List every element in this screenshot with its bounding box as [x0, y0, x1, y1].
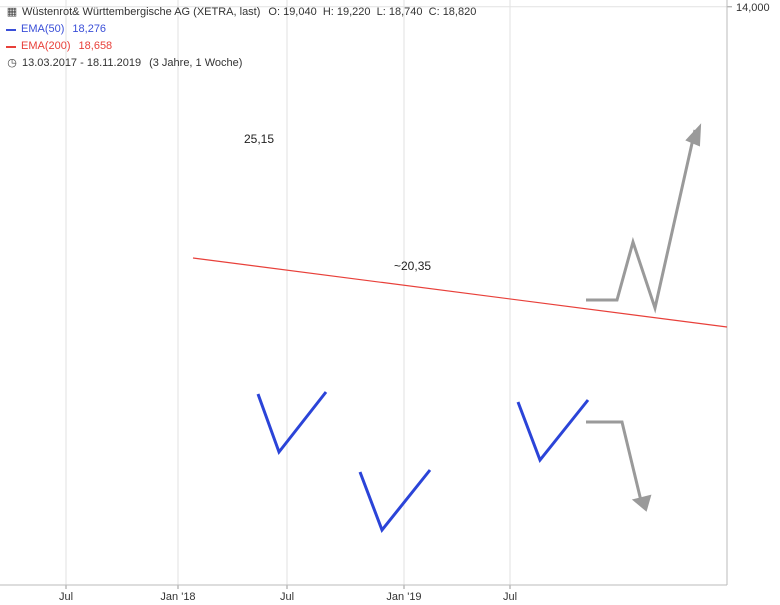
annotation-20-35: ~20,35 [394, 259, 431, 273]
left-shoulder-v [256, 391, 328, 456]
legend-instrument-row: ▦ Wüstenrot& Württembergische AG (XETRA,… [6, 4, 477, 21]
bearish-scenario-path [586, 420, 644, 506]
legend-ema200-row[interactable]: EMA(200) 18,658 [6, 38, 476, 55]
period-dates: 13.03.2017 - 18.11.2019 [22, 57, 142, 69]
bullish-arrow-head [685, 123, 702, 147]
clock-icon: ◷ [7, 57, 17, 69]
ohlc-values: O: 19,040 H: 19,220 L: 18,740 C: 18,820 [268, 6, 477, 18]
right-shoulder-v [516, 399, 590, 463]
legend-period-row: ◷ 13.03.2017 - 18.11.2019 (3 Jahre, 1 Wo… [6, 55, 476, 72]
bearish-arrow-head [631, 494, 652, 512]
instrument-name: Wüstenrot& Württembergische AG (XETRA, l… [22, 6, 261, 18]
x-tick-label: Jan '19 [386, 591, 421, 603]
ema200-value: 18,658 [78, 40, 113, 52]
ema200-label: EMA(200) [21, 40, 71, 52]
chart-legend: ▦ Wüstenrot& Württembergische AG (XETRA,… [6, 4, 476, 72]
annotation-25-15: 25,15 [244, 132, 274, 146]
ema50-swatch [6, 28, 16, 31]
resistance-trendline [192, 257, 728, 328]
legend-ema50-row[interactable]: EMA(50) 18,276 [6, 21, 476, 38]
x-tick-label: Jul [503, 591, 517, 603]
x-tick-label: Jan '18 [160, 591, 195, 603]
ema50-label: EMA(50) [21, 23, 65, 35]
x-tick-label: Jul [280, 591, 294, 603]
ema200-swatch [6, 45, 16, 48]
candlestick-icon: ▦ [6, 6, 18, 18]
period-range: (3 Jahre, 1 Woche) [149, 57, 243, 69]
bullish-scenario-path [586, 129, 697, 314]
head-v [358, 469, 432, 533]
ema50-value: 18,276 [72, 23, 107, 35]
x-tick-label: Jul [59, 591, 73, 603]
y-tick-label: 14,000 [736, 2, 770, 14]
